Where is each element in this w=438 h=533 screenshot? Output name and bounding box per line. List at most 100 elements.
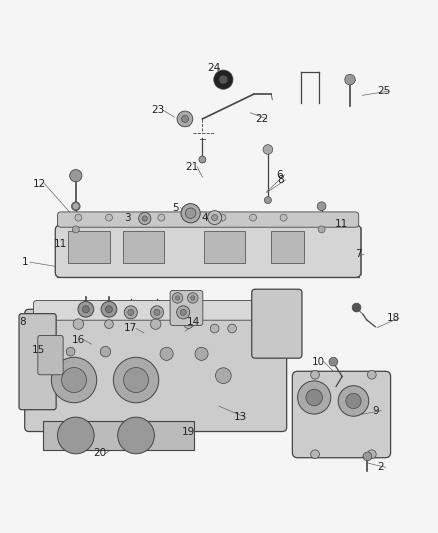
Circle shape (187, 293, 198, 303)
Circle shape (367, 370, 376, 379)
Text: 11: 11 (335, 219, 348, 229)
Circle shape (185, 208, 196, 219)
FancyBboxPatch shape (33, 301, 278, 320)
Circle shape (181, 116, 188, 123)
Circle shape (250, 214, 257, 221)
Text: 8: 8 (19, 317, 26, 327)
Circle shape (66, 348, 75, 356)
Circle shape (128, 309, 134, 316)
Circle shape (346, 393, 361, 409)
Circle shape (311, 450, 319, 458)
FancyBboxPatch shape (19, 313, 56, 410)
Circle shape (306, 389, 322, 406)
Circle shape (101, 302, 117, 317)
Text: 12: 12 (32, 179, 46, 189)
Bar (123, 231, 164, 263)
Circle shape (70, 169, 82, 182)
Text: 13: 13 (233, 412, 247, 422)
Circle shape (338, 386, 369, 416)
Text: 2: 2 (377, 462, 384, 472)
Circle shape (228, 324, 237, 333)
Circle shape (265, 197, 272, 204)
Text: 15: 15 (32, 345, 45, 356)
Circle shape (118, 417, 154, 454)
Circle shape (181, 204, 200, 223)
Text: 3: 3 (124, 213, 131, 223)
Text: 10: 10 (312, 357, 325, 367)
Text: 9: 9 (373, 406, 379, 416)
Circle shape (345, 75, 355, 85)
Circle shape (71, 202, 80, 211)
Text: 22: 22 (255, 114, 268, 124)
Circle shape (139, 212, 151, 224)
Text: 23: 23 (151, 105, 165, 115)
Text: 11: 11 (53, 239, 67, 249)
Circle shape (188, 214, 195, 221)
Text: 19: 19 (182, 426, 195, 437)
FancyBboxPatch shape (57, 212, 359, 227)
FancyBboxPatch shape (292, 372, 391, 458)
Text: 17: 17 (124, 324, 138, 334)
Bar (272, 231, 304, 263)
Text: 16: 16 (72, 335, 85, 345)
Circle shape (352, 303, 361, 312)
Circle shape (280, 214, 287, 221)
Circle shape (124, 368, 148, 392)
Circle shape (142, 216, 148, 221)
Circle shape (106, 214, 113, 221)
Circle shape (154, 309, 160, 316)
Text: 21: 21 (185, 162, 198, 172)
Text: 25: 25 (378, 86, 391, 96)
Circle shape (177, 111, 193, 127)
FancyBboxPatch shape (55, 225, 361, 277)
Circle shape (106, 306, 113, 313)
Circle shape (191, 296, 195, 300)
Text: 4: 4 (202, 213, 208, 223)
Circle shape (57, 417, 94, 454)
Circle shape (158, 214, 165, 221)
Circle shape (160, 348, 173, 360)
Circle shape (72, 226, 79, 233)
Circle shape (175, 296, 180, 300)
Circle shape (317, 202, 326, 211)
Circle shape (113, 357, 159, 403)
Bar (68, 231, 110, 263)
Circle shape (184, 320, 193, 328)
Circle shape (263, 144, 273, 154)
Circle shape (367, 450, 376, 458)
Circle shape (78, 302, 94, 317)
Text: 5: 5 (172, 203, 179, 213)
Circle shape (208, 211, 222, 224)
Circle shape (51, 357, 97, 403)
Circle shape (311, 370, 319, 379)
Text: 7: 7 (355, 249, 362, 259)
Circle shape (82, 306, 89, 313)
FancyBboxPatch shape (170, 290, 203, 326)
Circle shape (73, 319, 84, 329)
Text: 24: 24 (207, 63, 220, 73)
Circle shape (219, 214, 226, 221)
Circle shape (75, 214, 82, 221)
Circle shape (329, 357, 338, 366)
Circle shape (363, 452, 372, 461)
FancyBboxPatch shape (38, 335, 63, 375)
Circle shape (72, 203, 79, 210)
Text: 20: 20 (94, 448, 107, 458)
Circle shape (150, 306, 163, 319)
Text: 1: 1 (21, 257, 28, 267)
Circle shape (195, 348, 208, 360)
Text: 14: 14 (187, 317, 200, 327)
FancyBboxPatch shape (25, 309, 287, 432)
Circle shape (210, 324, 219, 333)
Circle shape (318, 226, 325, 233)
Text: 6: 6 (276, 170, 283, 180)
Circle shape (297, 381, 331, 414)
Circle shape (177, 306, 190, 319)
Circle shape (124, 306, 138, 319)
Circle shape (172, 293, 183, 303)
Circle shape (215, 368, 231, 384)
Bar (43, 422, 194, 450)
Text: 8: 8 (277, 175, 283, 185)
Bar (204, 231, 245, 263)
Circle shape (150, 319, 161, 329)
